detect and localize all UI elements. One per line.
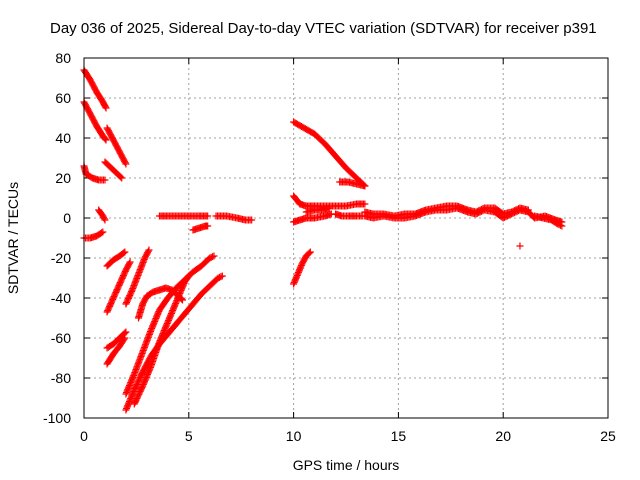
data-point bbox=[100, 215, 108, 223]
data-point bbox=[121, 159, 129, 167]
data-point bbox=[121, 334, 129, 342]
data-point bbox=[179, 296, 187, 304]
data-point bbox=[126, 258, 134, 266]
data-point bbox=[121, 248, 129, 256]
series-arc-21 bbox=[336, 178, 369, 190]
data-point bbox=[102, 104, 110, 112]
series-arc-26 bbox=[290, 248, 314, 288]
y-tick-label: -60 bbox=[51, 330, 71, 346]
data-point bbox=[184, 273, 192, 281]
y-tick-label: -40 bbox=[51, 290, 71, 306]
y-tick-label: 40 bbox=[55, 130, 71, 146]
data-point bbox=[185, 272, 193, 280]
data-point bbox=[218, 272, 226, 280]
y-tick-label: 80 bbox=[55, 50, 71, 66]
series-arc-6 bbox=[95, 206, 109, 224]
series-arc-5 bbox=[80, 162, 109, 184]
y-tick-label: -100 bbox=[43, 410, 71, 426]
data-point bbox=[177, 295, 185, 303]
data-point bbox=[516, 242, 524, 250]
y-tick-label: -20 bbox=[51, 250, 71, 266]
y-tick-label: -80 bbox=[51, 370, 71, 386]
y-tick-label: 0 bbox=[63, 210, 71, 226]
series-arc-9 bbox=[103, 258, 134, 316]
series-arc-28 bbox=[361, 202, 532, 220]
data-point bbox=[122, 328, 130, 336]
data-point bbox=[99, 228, 107, 236]
series-arc-23 bbox=[290, 210, 335, 226]
series-arc-12 bbox=[103, 334, 129, 368]
y-tick-label: 60 bbox=[55, 90, 71, 106]
series-arc-8 bbox=[103, 248, 129, 270]
series-arc-4 bbox=[101, 158, 126, 182]
x-tick-label: 15 bbox=[391, 428, 407, 444]
series-arc-25 bbox=[332, 210, 367, 220]
data-point bbox=[524, 206, 532, 214]
data-point bbox=[306, 248, 314, 256]
data-point bbox=[204, 212, 212, 220]
data-point bbox=[209, 253, 217, 261]
plot-frame bbox=[83, 57, 609, 419]
data-point bbox=[120, 335, 128, 343]
chart-title: Day 036 of 2025, Sidereal Day-to-day VTE… bbox=[50, 20, 597, 37]
series-arc-11 bbox=[103, 328, 130, 352]
data-point bbox=[204, 222, 212, 230]
series-arc-18 bbox=[189, 222, 212, 234]
x-tick-label: 25 bbox=[600, 428, 616, 444]
x-tick-label: 5 bbox=[185, 428, 193, 444]
data-point bbox=[122, 160, 130, 168]
data-point bbox=[102, 136, 110, 144]
series-arc-15 bbox=[130, 272, 193, 408]
series-arc-10 bbox=[122, 246, 153, 308]
series-arc-3 bbox=[103, 124, 130, 168]
series-arc-17 bbox=[155, 212, 212, 220]
x-tick-label: 0 bbox=[80, 428, 88, 444]
data-point bbox=[361, 182, 369, 190]
data-point bbox=[217, 273, 225, 281]
x-axis-label: GPS time / hours bbox=[293, 457, 400, 473]
data-points bbox=[80, 66, 566, 414]
data-point bbox=[305, 249, 313, 257]
series-arc-20 bbox=[290, 118, 369, 190]
grid bbox=[84, 58, 608, 418]
series-arc-2 bbox=[80, 98, 110, 144]
series-arc-16 bbox=[134, 284, 187, 322]
data-point bbox=[101, 216, 109, 224]
series-outlier bbox=[516, 242, 524, 250]
data-point bbox=[118, 174, 126, 182]
data-point bbox=[125, 259, 133, 267]
y-axis-label: SDTVAR / TECUs bbox=[5, 182, 21, 294]
data-point bbox=[248, 216, 256, 224]
data-point bbox=[325, 204, 333, 212]
data-point bbox=[145, 246, 153, 254]
x-tick-label: 10 bbox=[286, 428, 302, 444]
data-point bbox=[101, 103, 109, 111]
data-point bbox=[558, 222, 566, 230]
x-tick-label: 20 bbox=[495, 428, 511, 444]
data-point bbox=[101, 135, 109, 143]
series-arc-19 bbox=[212, 212, 256, 224]
data-point bbox=[120, 249, 128, 257]
data-point bbox=[101, 176, 109, 184]
y-tick-label: 20 bbox=[55, 170, 71, 186]
series-arc-29 bbox=[531, 212, 566, 230]
data-point bbox=[210, 252, 218, 260]
series-arc-24 bbox=[302, 204, 333, 216]
data-point bbox=[361, 200, 369, 208]
data-point bbox=[556, 221, 564, 229]
data-point bbox=[144, 247, 152, 255]
axis-ticks: 0 5 10 15 20 25 -100 -80 -60 -40 -20 0 20 40 60 80 bbox=[43, 50, 616, 444]
data-point bbox=[98, 229, 106, 237]
data-point bbox=[117, 173, 125, 181]
